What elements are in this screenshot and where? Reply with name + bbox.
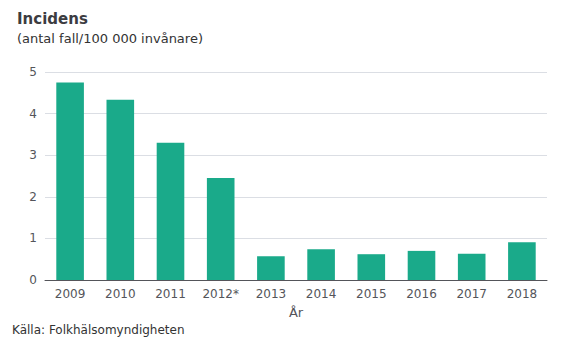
svg-text:2015: 2015 [356,287,387,301]
svg-text:Källa: Folkhälsomyndigheten: Källa: Folkhälsomyndigheten [12,323,185,337]
svg-text:5: 5 [29,65,37,79]
svg-text:Incidens: Incidens [17,10,88,28]
svg-text:2009: 2009 [55,287,86,301]
svg-text:2010: 2010 [105,287,136,301]
svg-text:(antal fall/100 000 invånare): (antal fall/100 000 invånare) [17,31,203,46]
svg-text:2017: 2017 [456,287,487,301]
svg-text:2012*: 2012* [202,287,239,301]
svg-text:2013: 2013 [256,287,287,301]
svg-text:2016: 2016 [406,287,437,301]
svg-text:2011: 2011 [155,287,186,301]
svg-text:2: 2 [29,190,37,204]
svg-text:1: 1 [29,231,37,245]
svg-text:År: År [289,305,304,320]
svg-text:4: 4 [29,107,37,121]
svg-text:3: 3 [29,148,37,162]
svg-text:0: 0 [29,273,37,287]
svg-text:2014: 2014 [306,287,337,301]
svg-text:2018: 2018 [507,287,538,301]
